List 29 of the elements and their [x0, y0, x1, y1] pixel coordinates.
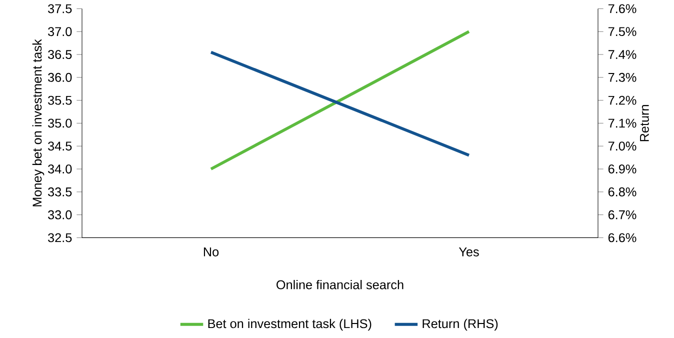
y2-tick-label: 7.1% — [608, 118, 636, 128]
y-tick-label: 35.0 — [48, 118, 72, 128]
y2-tick-label: 7.4% — [608, 50, 636, 60]
legend-label: Bet on investment task (LHS) — [208, 319, 372, 331]
y2-tick-label: 7.3% — [608, 73, 636, 82]
y2-tick-label: 7.2% — [608, 96, 636, 105]
y-axis-title: Money bet on investment task — [32, 39, 44, 206]
x-axis-title: Online financial search — [276, 280, 404, 290]
y-tick-label: 37.5 — [48, 4, 72, 14]
y2-axis-title: Return — [640, 105, 649, 142]
y-tick-label: 33.0 — [48, 210, 72, 220]
y-tick-label: 32.5 — [48, 233, 72, 242]
y2-tick-label: 7.6% — [608, 4, 636, 14]
y2-tick-label: 7.0% — [608, 142, 636, 151]
y-tick-label: 36.5 — [48, 50, 72, 60]
y-tick-label: 37.0 — [48, 27, 72, 36]
y2-tick-label: 7.5% — [608, 27, 636, 36]
y-tick-label: 34.5 — [48, 142, 72, 151]
y2-tick-label: 6.7% — [608, 210, 636, 220]
y-tick-label: 36.0 — [48, 73, 72, 82]
x-tick-label: Yes — [458, 248, 479, 257]
y-tick-label: 34.0 — [48, 164, 72, 174]
y-tick-label: 33.5 — [48, 188, 72, 197]
legend-label: Return (RHS) — [422, 319, 498, 331]
y2-tick-label: 6.8% — [608, 188, 636, 197]
y2-tick-label: 6.6% — [608, 233, 636, 242]
y-tick-label: 35.5 — [48, 96, 72, 105]
y2-tick-label: 6.9% — [608, 164, 636, 174]
x-tick-label: No — [204, 248, 219, 257]
